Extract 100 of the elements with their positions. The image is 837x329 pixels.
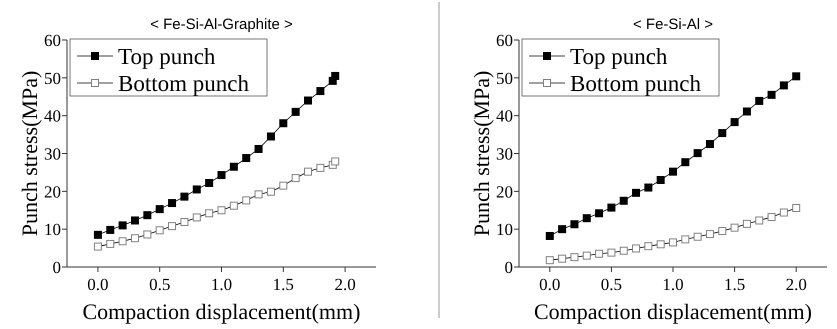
y-axis-title: Punch stress(MPa): [17, 70, 42, 236]
point: [242, 196, 250, 204]
legend-label: Top punch: [570, 44, 668, 69]
point: [669, 168, 677, 176]
point: [106, 240, 114, 248]
legend-label: Bottom punch: [118, 71, 250, 96]
point: [192, 213, 201, 222]
point: [644, 242, 652, 250]
point: [792, 204, 800, 212]
x-tick-label: 1.0: [210, 275, 232, 294]
y-tick-label: 10: [496, 220, 513, 240]
point: [694, 149, 702, 158]
y-tick-label: 50: [44, 68, 61, 88]
chart-title: < Fe-Si-Al >: [632, 16, 714, 33]
point: [582, 252, 591, 260]
y-tick-label: 60: [496, 31, 513, 50]
point: [792, 72, 800, 80]
point: [644, 184, 652, 192]
point: [780, 81, 788, 90]
point: [632, 188, 640, 197]
point: [156, 226, 164, 234]
x-tick-label: 1.0: [662, 275, 684, 294]
point: [279, 119, 288, 128]
point: [304, 168, 312, 176]
point: [279, 182, 288, 190]
point: [706, 230, 714, 238]
point: [205, 209, 214, 218]
x-axis-title: Compaction displacement(mm): [82, 299, 360, 324]
point: [546, 256, 554, 264]
x-tick-label: 2.0: [334, 275, 356, 294]
point: [730, 224, 739, 232]
point: [156, 205, 164, 214]
y-tick-label: 20: [496, 182, 513, 202]
point: [180, 218, 188, 226]
point: [180, 192, 188, 201]
y-tick-label: 30: [44, 144, 61, 164]
point: [681, 235, 690, 244]
point: [316, 164, 324, 172]
point: [681, 158, 690, 166]
point: [718, 227, 726, 236]
point: [742, 108, 751, 116]
point: [143, 230, 152, 238]
y-tick-label: 40: [496, 106, 513, 126]
x-axis-title: Compaction displacement(mm): [534, 299, 812, 324]
point: [230, 202, 238, 210]
point: [94, 230, 102, 239]
point: [118, 221, 127, 230]
point: [669, 238, 677, 246]
point: [266, 132, 275, 140]
x-tick-label: 0.0: [539, 275, 560, 294]
legend-label: Top punch: [118, 44, 216, 69]
point: [118, 237, 127, 246]
x-tick-label: 0.5: [600, 275, 622, 294]
point: [768, 213, 776, 222]
point: [292, 108, 300, 116]
point: [742, 220, 751, 228]
point: [570, 220, 578, 228]
point: [780, 208, 788, 217]
point: [242, 154, 250, 162]
point: [316, 87, 324, 96]
point: [130, 216, 139, 224]
point: [106, 226, 114, 234]
x-tick-label: 1.5: [272, 275, 294, 294]
point: [694, 232, 702, 241]
x-tick-label: 0.0: [87, 275, 109, 294]
point: [570, 253, 578, 262]
point: [168, 222, 176, 230]
point: [94, 242, 102, 251]
point: [218, 171, 226, 180]
point: [607, 204, 616, 212]
point: [205, 179, 214, 188]
point: [254, 190, 263, 198]
y-tick-label: 20: [44, 182, 61, 202]
point: [632, 244, 640, 252]
point: [656, 176, 665, 184]
point: [331, 72, 340, 80]
point: [230, 162, 238, 171]
x-tick-label: 0.5: [149, 275, 170, 294]
point: [331, 157, 340, 166]
point: [130, 234, 139, 242]
point: [768, 90, 776, 99]
point: [755, 96, 764, 105]
point: [718, 129, 726, 138]
point: [192, 185, 201, 194]
point: [755, 216, 764, 224]
point: [143, 211, 152, 220]
point: [607, 248, 616, 257]
x-tick-label: 1.5: [724, 275, 746, 294]
point: [656, 240, 665, 248]
y-tick-label: 40: [44, 106, 61, 126]
y-tick-label: 0: [52, 258, 61, 277]
y-tick-label: 60: [44, 31, 61, 50]
y-tick-label: 30: [496, 144, 513, 164]
point: [254, 144, 263, 153]
point: [595, 250, 604, 258]
point: [558, 225, 566, 234]
point: [595, 209, 604, 218]
y-tick-label: 50: [496, 68, 513, 88]
point: [292, 174, 300, 182]
point: [620, 246, 628, 255]
